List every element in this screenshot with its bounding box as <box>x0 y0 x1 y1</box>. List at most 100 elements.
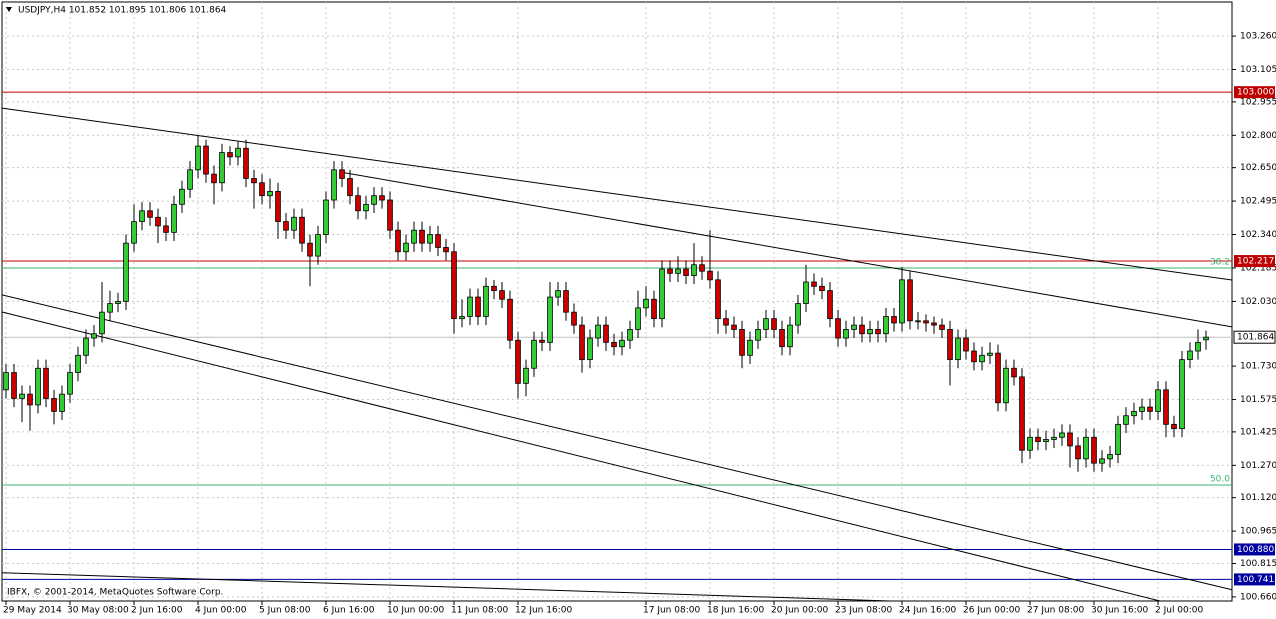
candle-body <box>531 339 537 369</box>
candle-body <box>587 337 593 361</box>
x-tick-label: 5 Jun 08:00 <box>259 606 311 616</box>
candle-body <box>939 324 945 330</box>
candle-body <box>1011 367 1017 378</box>
candle-body <box>91 333 97 339</box>
candle-body <box>731 324 737 330</box>
candle-body <box>651 298 657 320</box>
candle-body <box>11 372 17 399</box>
candle-body <box>403 242 409 253</box>
candle-body <box>603 324 609 343</box>
fib-label: 38.2 <box>1210 257 1230 267</box>
candle-body <box>83 337 89 356</box>
candle-body <box>555 290 561 298</box>
candle-body <box>979 354 985 363</box>
candle-body <box>211 173 217 184</box>
candle-body <box>963 337 969 352</box>
candle-body <box>35 367 41 406</box>
candle-body <box>1131 410 1137 417</box>
candle-body <box>547 296 553 343</box>
x-tick-label: 30 Jun 16:00 <box>1091 606 1148 616</box>
candle-body <box>491 285 497 292</box>
x-tick-label: 18 Jun 16:00 <box>707 606 764 616</box>
candle-body <box>811 281 817 287</box>
candle-body <box>235 147 241 158</box>
candle-body <box>1051 436 1057 440</box>
candle-body <box>579 324 585 361</box>
candle-body <box>75 354 81 373</box>
candle-body <box>875 329 881 335</box>
candle-body <box>171 203 177 233</box>
candle-body <box>707 270 713 281</box>
candle-body <box>627 329 633 341</box>
candle-body <box>955 337 961 361</box>
candle-body <box>1099 458 1105 464</box>
x-tick-label: 2 Jun 16:00 <box>131 606 183 616</box>
x-tick-label: 26 Jun 00:00 <box>963 606 1020 616</box>
candle-body <box>763 318 769 330</box>
x-tick-label: 17 Jun 08:00 <box>643 606 700 616</box>
candle-body <box>787 324 793 348</box>
candle-body <box>1179 359 1185 430</box>
y-tick-label: 103.260 <box>1240 32 1276 42</box>
y-tick-label: 102.340 <box>1240 230 1276 240</box>
footer: IBFX, © 2001-2014, MetaQuotes Software C… <box>7 588 223 598</box>
candle-body <box>339 169 345 179</box>
candle-body <box>931 322 937 326</box>
candle-body <box>347 178 353 197</box>
candle-body <box>299 216 305 244</box>
y-tick-label: 101.730 <box>1240 362 1276 372</box>
candle-body <box>835 318 841 339</box>
candle-body <box>147 210 153 218</box>
candle-body <box>307 242 313 257</box>
candle-body <box>459 316 465 320</box>
candle-body <box>803 281 809 304</box>
candle-body <box>715 279 721 320</box>
candle-body <box>867 329 873 335</box>
x-tick-label: 6 Jun 16:00 <box>323 606 375 616</box>
x-tick-label: 11 Jun 08:00 <box>451 606 508 616</box>
title-marker <box>6 7 12 12</box>
level-box <box>1234 86 1275 99</box>
candle-body <box>843 329 849 339</box>
x-tick-label: 27 Jun 08:00 <box>1027 606 1084 616</box>
candle-body <box>371 195 377 205</box>
candle-body <box>947 329 953 361</box>
y-tick-label: 100.815 <box>1240 559 1276 569</box>
candle-body <box>571 311 577 326</box>
level-label: 100.880 <box>1237 545 1274 555</box>
candle-body <box>291 216 297 231</box>
x-tick-label: 20 Jun 00:00 <box>771 606 828 616</box>
candle-body <box>507 298 513 341</box>
candle-body <box>739 329 745 356</box>
candle-body <box>923 320 929 324</box>
y-tick-label: 101.425 <box>1240 427 1276 437</box>
candle-body <box>899 279 905 324</box>
trendline <box>339 171 1233 328</box>
candle-body <box>1083 436 1089 460</box>
y-tick-label: 102.185 <box>1240 263 1276 273</box>
x-tick-label: 4 Jun 00:00 <box>195 606 247 616</box>
candle-body <box>59 393 65 412</box>
candle-body <box>1107 454 1113 460</box>
candle-body <box>283 221 289 231</box>
candle-body <box>99 311 105 335</box>
candle-body <box>755 329 761 341</box>
candle-body <box>659 268 665 320</box>
candle-body <box>355 195 361 212</box>
candle-body <box>387 199 393 231</box>
level-box <box>1234 543 1275 556</box>
candle-body <box>563 290 569 313</box>
candle-body <box>1091 436 1097 464</box>
candle-body <box>1139 406 1145 412</box>
y-tick-label: 101.270 <box>1240 461 1276 471</box>
candle-body <box>883 316 889 335</box>
trendline <box>1 107 1233 281</box>
candle-body <box>619 339 625 348</box>
candle-body <box>427 234 433 244</box>
candle-body <box>467 296 473 317</box>
candle-body <box>891 316 897 324</box>
level-label: 102.217 <box>1237 257 1274 267</box>
y-tick-label: 102.495 <box>1240 197 1276 207</box>
candle-body <box>1147 406 1153 412</box>
